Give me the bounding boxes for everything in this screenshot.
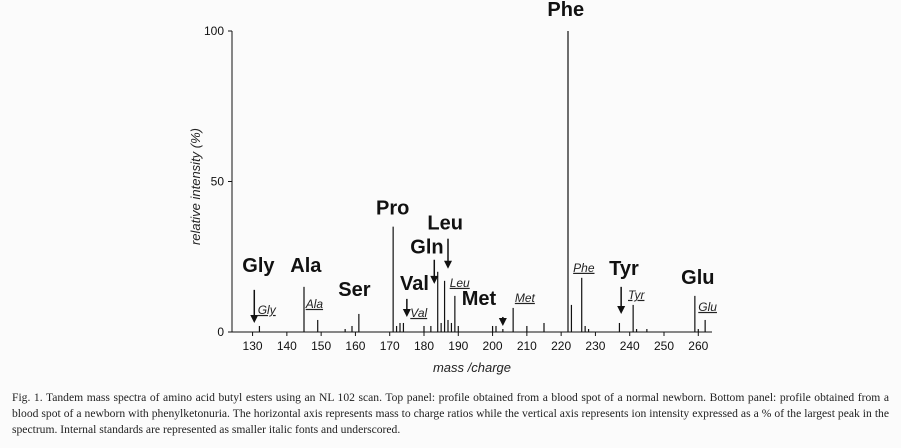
arrow-head-icon — [617, 305, 626, 314]
amino-acid-label: Val — [400, 273, 429, 295]
x-tick-label: 150 — [311, 339, 331, 353]
x-tick-label: 210 — [517, 339, 537, 353]
y-tick-label: 50 — [211, 175, 225, 189]
y-axis-label: relative intensity (%) — [188, 128, 203, 245]
mass-spectrum-chart: 130 140 150 160 170 180 190 200 210 220 230 240 250 2… — [188, 0, 717, 375]
internal-standard-label: Leu — [450, 276, 470, 290]
x-tick-label: 130 — [243, 339, 263, 353]
amino-acid-label: Ser — [338, 279, 370, 301]
peaks — [258, 31, 706, 332]
x-tick-label: 260 — [688, 339, 708, 353]
internal-standard-label: Ala — [305, 297, 324, 311]
amino-acid-label: Leu — [427, 213, 463, 235]
y-tick-label: 0 — [217, 325, 224, 339]
amino-acid-label: Met — [462, 288, 497, 310]
internal-standard-label: Met — [515, 291, 536, 305]
amino-acid-label: Gln — [410, 237, 443, 259]
x-tick-label: 190 — [448, 339, 468, 353]
arrow-head-icon — [402, 308, 411, 317]
amino-acid-label: Phe — [547, 0, 584, 21]
arrow-head-icon — [498, 317, 507, 326]
internal-standard-label: Glu — [698, 300, 717, 314]
x-tick-label: 220 — [551, 339, 571, 353]
arrow-head-icon — [250, 314, 259, 323]
arrow-head-icon — [430, 275, 439, 284]
x-tick-label: 180 — [414, 339, 434, 353]
x-tick-label: 160 — [345, 339, 365, 353]
amino-acid-label: Glu — [681, 267, 714, 289]
x-tick-label: 170 — [380, 339, 400, 353]
x-tick-label: 250 — [654, 339, 674, 353]
x-tick-label: 230 — [585, 339, 605, 353]
x-tick-label: 140 — [277, 339, 297, 353]
x-tick-label: 200 — [483, 339, 503, 353]
x-axis-label: mass /charge — [433, 360, 511, 375]
amino-acid-label: Tyr — [609, 258, 639, 280]
internal-standard-label: Tyr — [628, 288, 645, 302]
amino-acid-label: Pro — [376, 198, 409, 220]
arrow-head-icon — [444, 260, 452, 269]
axes: 130 140 150 160 170 180 190 200 210 220 230 240 250 2… — [204, 24, 712, 353]
y-tick-label: 100 — [204, 24, 224, 38]
internal-standard-label: Phe — [573, 261, 595, 275]
figure-caption: Fig. 1. Tandem mass spectra of amino aci… — [12, 391, 889, 436]
amino-acid-label: Ala — [290, 255, 322, 277]
amino-acid-label: Gly — [242, 255, 275, 277]
internal-standard-label: Gly — [258, 303, 277, 317]
x-tick-label: 240 — [620, 339, 640, 353]
internal-standard-label: Val — [410, 306, 427, 320]
